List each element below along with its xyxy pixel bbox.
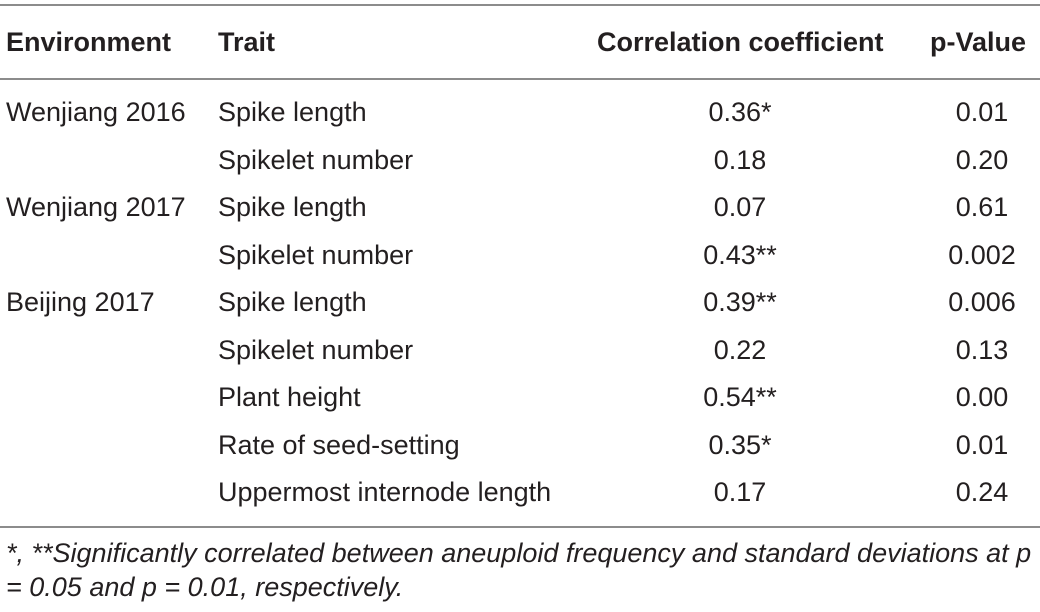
cell-trait: Spikelet number [218, 239, 414, 270]
cell-environment: Beijing 2017 [6, 287, 155, 317]
cell-coefficient: 0.07 [713, 192, 767, 222]
cell-p-value: 0.01 [955, 97, 1009, 127]
cell-trait: Uppermost internode length [218, 477, 552, 507]
top-rule [0, 4, 1040, 6]
header-environment: Environment [6, 27, 172, 57]
cell-p-value: 0.002 [948, 239, 1016, 270]
cell-coefficient: 0.22 [713, 334, 767, 365]
cell-environment: Wenjiang 2016 [6, 97, 186, 127]
cell-coefficient: 0.18 [713, 144, 767, 175]
cell-p-value: 0.61 [955, 192, 1009, 222]
cell-p-value: 0.01 [955, 429, 1009, 460]
cell-trait: Spikelet number [218, 334, 414, 365]
cell-p-value: 0.006 [948, 287, 1016, 317]
cell-coefficient: 0.54** [703, 382, 777, 412]
header-p-value: p-Value [930, 27, 1027, 57]
cell-trait: Spike length [218, 192, 367, 222]
cell-p-value: 0.13 [955, 334, 1009, 365]
cell-p-value: 0.20 [955, 144, 1009, 175]
header-correlation-coefficient: Correlation coefficient [597, 27, 884, 57]
cell-trait: Spike length [218, 287, 367, 317]
cell-environment: Wenjiang 2017 [6, 192, 186, 222]
header-rule [0, 78, 1040, 80]
header-trait: Trait [218, 27, 276, 57]
table-footnote: *, **Significantly correlated between an… [6, 538, 1032, 602]
cell-coefficient: 0.43** [703, 239, 777, 270]
cell-coefficient: 0.36* [708, 97, 772, 127]
cell-p-value: 0.24 [955, 477, 1009, 507]
cell-trait: Plant height [218, 382, 361, 412]
cell-trait: Rate of seed-setting [218, 429, 460, 460]
cell-p-value: 0.00 [955, 382, 1009, 412]
cell-coefficient: 0.35* [708, 429, 772, 460]
bottom-rule [0, 526, 1040, 528]
cell-coefficient: 0.17 [713, 477, 767, 507]
cell-trait: Spikelet number [218, 144, 414, 175]
cell-trait: Spike length [218, 97, 367, 127]
cell-coefficient: 0.39** [703, 287, 777, 317]
